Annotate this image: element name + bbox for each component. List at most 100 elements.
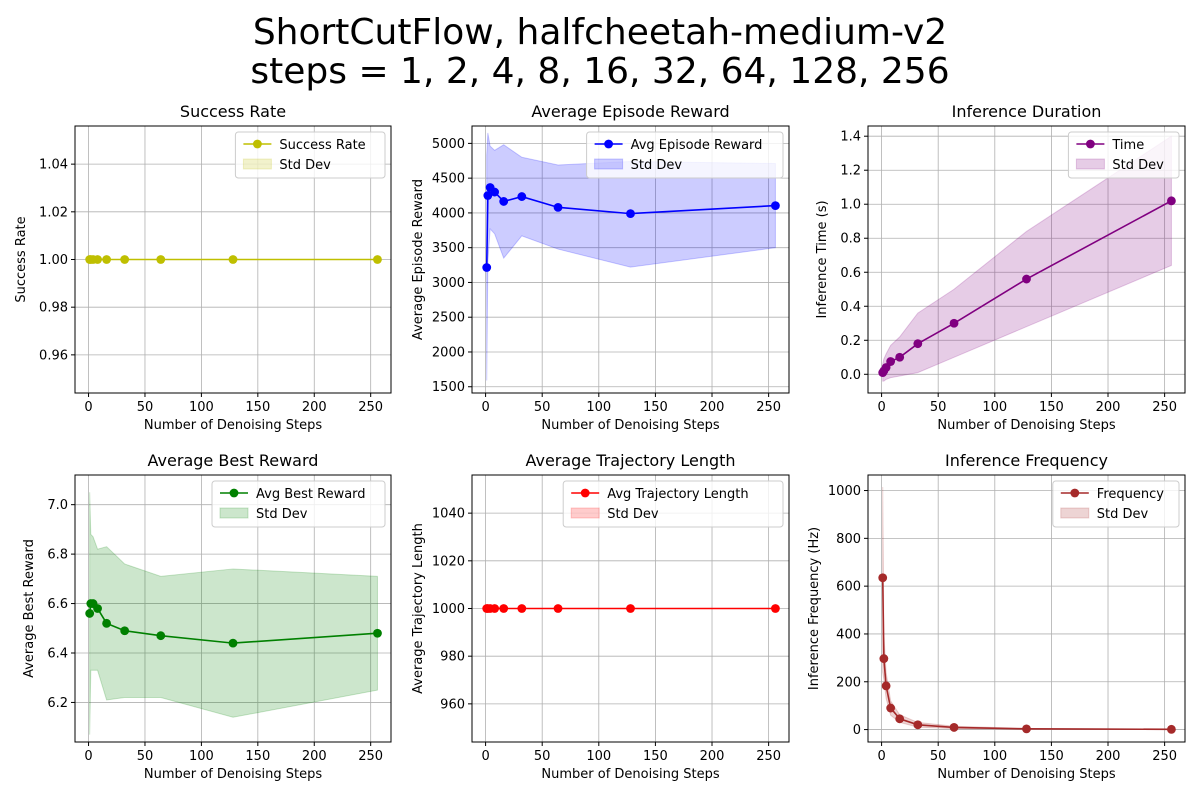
data-point — [771, 604, 780, 613]
y-axis-label: Average Trajectory Length — [411, 523, 426, 694]
y-tick-label: 0 — [853, 723, 861, 738]
data-point — [949, 723, 959, 732]
subplot-6: 0 50 100 150 200 250 0 200 400 600 800 1000 Inferenc… — [807, 451, 1186, 782]
legend-label-band: Std Dev — [279, 158, 331, 173]
legend-band-swatch — [594, 158, 624, 170]
data-point — [517, 192, 527, 201]
subplot-1: 0 50 100 150 200 250 0.96 0.98 1.00 1.02 1.04 Succe… — [14, 102, 392, 433]
legend-label-band: Std Dev — [1097, 507, 1149, 522]
x-tick-label: 250 — [1152, 749, 1177, 764]
x-tick-label: 150 — [643, 400, 668, 415]
data-point — [373, 628, 382, 638]
x-tick-label: 250 — [1152, 400, 1177, 415]
y-tick-label: 200 — [836, 675, 861, 690]
x-tick-label: 250 — [756, 400, 781, 415]
x-tick-label: 150 — [245, 400, 270, 415]
y-tick-label: 1.4 — [840, 130, 861, 145]
x-tick-label: 150 — [1039, 749, 1064, 764]
y-tick-label: 4500 — [432, 172, 465, 187]
data-point — [499, 604, 509, 613]
x-tick-label: 200 — [1096, 400, 1121, 415]
y-axis-label: Average Best Reward — [22, 539, 37, 678]
data-point — [881, 681, 891, 691]
data-point — [895, 714, 905, 724]
subplot-title: Success Rate — [180, 102, 286, 121]
y-tick-label: 7.0 — [47, 498, 68, 513]
x-tick-label: 100 — [189, 400, 214, 415]
legend-marker-swatch — [229, 488, 239, 498]
x-axis-label: Number of Denoising Steps — [937, 418, 1115, 433]
y-tick-label: 1500 — [432, 380, 465, 395]
data-point — [553, 202, 563, 212]
legend-box — [234, 131, 386, 179]
legend-band-swatch — [1060, 507, 1090, 519]
y-tick-label: 600 — [836, 580, 861, 595]
x-tick-label: 250 — [358, 749, 383, 764]
legend-label-band: Std Dev — [631, 158, 683, 173]
data-point — [626, 209, 635, 219]
y-tick-label: 0.98 — [39, 301, 68, 316]
axes-frame — [867, 474, 1186, 743]
x-tick-label: 200 — [302, 400, 327, 415]
x-tick-label: 150 — [245, 749, 270, 764]
y-axis-label: Average Episode Reward — [411, 179, 426, 340]
data-point — [102, 255, 111, 264]
data-point — [85, 609, 95, 618]
data-point — [93, 604, 102, 613]
y-tick-label: 1.0 — [840, 198, 861, 213]
legend-box — [586, 131, 784, 179]
legend-label-band: Std Dev — [607, 507, 659, 522]
y-tick-label: 800 — [836, 532, 861, 547]
legend-box — [211, 480, 386, 528]
y-tick-label: 1.02 — [39, 205, 68, 220]
legend-label-series: Success Rate — [279, 138, 365, 153]
legend: Avg Episode Reward Std Dev — [586, 131, 784, 179]
y-tick-label: 0.6 — [840, 266, 861, 281]
y-tick-label: 1.04 — [39, 158, 68, 173]
y-tick-label: 0.8 — [840, 232, 861, 247]
x-tick-label: 100 — [189, 749, 214, 764]
legend-band-swatch — [570, 507, 600, 519]
x-tick-label: 0 — [481, 400, 489, 415]
data-point — [490, 604, 500, 613]
x-tick-label: 200 — [302, 749, 327, 764]
y-tick-label: 3000 — [432, 276, 465, 291]
legend-band-swatch — [1075, 158, 1105, 170]
data-point — [886, 703, 896, 713]
y-tick-label: 6.6 — [47, 597, 68, 612]
data-point — [886, 357, 896, 366]
y-tick-label: 5000 — [432, 137, 465, 152]
x-axis-label: Number of Denoising Steps — [937, 767, 1115, 782]
y-tick-label: 6.2 — [47, 696, 68, 711]
data-point — [949, 318, 959, 328]
legend: Time Std Dev — [1067, 131, 1180, 179]
x-axis-label: Number of Denoising Steps — [541, 767, 719, 782]
x-tick-label: 0 — [84, 749, 92, 764]
legend-band-swatch — [219, 507, 249, 519]
x-tick-label: 250 — [756, 749, 781, 764]
data-point — [373, 255, 382, 264]
legend: Avg Trajectory Length Std Dev — [562, 480, 784, 528]
data-point — [93, 255, 102, 264]
y-tick-label: 2000 — [432, 345, 465, 360]
y-tick-label: 1020 — [432, 554, 465, 569]
x-tick-label: 50 — [137, 749, 154, 764]
y-tick-label: 6.4 — [47, 647, 68, 662]
y-tick-label: 1000 — [432, 602, 465, 617]
std-band — [89, 492, 378, 735]
y-tick-label: 0.4 — [840, 300, 861, 315]
axes-frame — [74, 474, 392, 743]
y-tick-label: 0.96 — [39, 348, 68, 363]
data-point — [490, 187, 500, 197]
x-tick-label: 50 — [930, 749, 947, 764]
legend: Avg Best Reward Std Dev — [211, 480, 386, 528]
y-tick-label: 1000 — [828, 484, 861, 499]
x-tick-label: 0 — [877, 749, 885, 764]
data-point — [913, 720, 923, 730]
x-axis-label: Number of Denoising Steps — [144, 767, 322, 782]
y-tick-label: 1.00 — [39, 253, 68, 268]
y-tick-label: 4000 — [432, 206, 465, 221]
legend-band-swatch — [242, 158, 272, 170]
data-point — [483, 191, 493, 200]
